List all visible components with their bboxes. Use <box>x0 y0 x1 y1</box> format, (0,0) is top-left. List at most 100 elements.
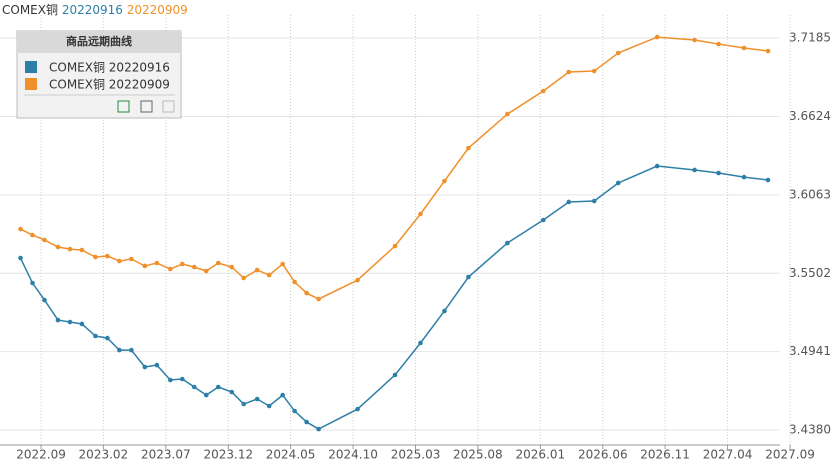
data-point <box>355 277 360 283</box>
data-point <box>266 403 272 409</box>
data-point <box>392 243 398 249</box>
title-date: 20220909 <box>127 3 188 17</box>
legend-label: COMEX铜 20220909 <box>49 77 170 92</box>
data-point <box>180 261 185 267</box>
data-point <box>591 68 597 74</box>
data-point <box>67 246 73 252</box>
data-point <box>93 254 98 260</box>
data-point <box>203 392 209 398</box>
data-point <box>154 260 160 266</box>
data-point <box>566 199 572 205</box>
data-point <box>105 335 110 341</box>
crop-icon[interactable] <box>140 100 153 113</box>
x-tick-label: 2026.06 <box>578 448 628 462</box>
data-point <box>229 264 235 270</box>
data-point <box>254 396 260 402</box>
data-point <box>316 296 321 302</box>
data-point <box>591 198 597 204</box>
data-point <box>654 34 660 40</box>
data-point <box>191 384 197 390</box>
data-point <box>292 408 297 414</box>
data-point <box>117 258 122 264</box>
data-point <box>466 274 471 280</box>
data-point <box>304 290 309 296</box>
data-point <box>418 211 423 217</box>
y-tick-label: 3.5502 <box>789 266 831 280</box>
x-tick-label: 2024.10 <box>328 448 378 462</box>
data-point <box>79 321 85 327</box>
data-point <box>654 163 660 169</box>
data-point <box>154 362 160 368</box>
data-point <box>316 426 321 432</box>
x-tick-label: 2025.03 <box>391 448 441 462</box>
data-point <box>168 266 173 272</box>
title-date: 20220916 <box>62 3 123 17</box>
data-point <box>304 419 309 425</box>
x-tick-label: 2027.04 <box>703 448 753 462</box>
data-point <box>203 268 209 274</box>
data-point <box>615 50 621 56</box>
data-point <box>241 401 247 407</box>
data-point <box>741 45 747 51</box>
export-icon[interactable] <box>117 100 130 113</box>
data-point <box>566 69 572 75</box>
data-point <box>241 275 247 281</box>
data-point <box>442 178 447 184</box>
data-point <box>129 256 134 262</box>
data-point <box>692 167 697 173</box>
data-point <box>105 253 110 259</box>
x-tick-label: 2024.05 <box>266 448 316 462</box>
legend: 商品远期曲线 COMEX铜 20220916 COMEX铜 20220909 <box>16 30 182 119</box>
data-point <box>30 280 35 286</box>
data-point <box>93 333 98 339</box>
data-point <box>215 260 221 266</box>
legend-title: 商品远期曲线 <box>66 34 132 48</box>
x-tick-label: 2027.09 <box>765 448 815 462</box>
data-point <box>180 376 185 382</box>
y-tick-label: 3.6063 <box>789 187 831 201</box>
x-tick-label: 2025.08 <box>453 448 503 462</box>
data-point <box>18 255 23 261</box>
data-point <box>18 226 23 232</box>
x-tick-label: 2023.12 <box>203 448 253 462</box>
series-line <box>20 36 769 300</box>
x-tick-label: 2023.07 <box>141 448 191 462</box>
legend-label: COMEX铜 20220916 <box>49 60 170 75</box>
y-tick-label: 3.7185 <box>789 31 831 45</box>
data-point <box>442 308 447 314</box>
data-point <box>67 319 73 325</box>
data-point <box>129 347 134 353</box>
data-point <box>541 88 546 94</box>
data-point <box>505 111 510 117</box>
plot-area: 3.4380 3.4941 3.5502 3.6063 3.6624 3.7185 2022… <box>0 15 831 462</box>
data-point <box>355 406 360 412</box>
data-point <box>765 48 771 54</box>
data-point <box>42 297 47 303</box>
data-point <box>142 263 148 269</box>
data-point <box>418 340 423 346</box>
data-point <box>692 37 697 43</box>
data-point <box>42 237 47 243</box>
legend-swatch <box>25 78 37 90</box>
data-point <box>466 145 471 151</box>
select-icon[interactable] <box>162 100 175 113</box>
data-point <box>505 240 510 246</box>
data-point <box>229 389 235 395</box>
x-tick-label: 2022.09 <box>16 448 66 462</box>
data-point <box>254 267 260 273</box>
data-point <box>55 244 61 250</box>
series-line <box>19 165 769 430</box>
data-point <box>168 377 173 383</box>
data-point <box>266 272 272 278</box>
data-point <box>615 180 621 186</box>
data-point <box>280 261 285 267</box>
chart-title: COMEX铜 20220916 20220909 <box>2 2 188 17</box>
y-tick-label: 3.6624 <box>789 109 831 123</box>
data-point <box>280 392 285 398</box>
data-point <box>30 232 35 238</box>
data-point <box>541 217 546 223</box>
x-tick-label: 2026.01 <box>516 448 566 462</box>
data-point <box>292 279 297 285</box>
y-tick-label: 3.4941 <box>789 344 831 358</box>
